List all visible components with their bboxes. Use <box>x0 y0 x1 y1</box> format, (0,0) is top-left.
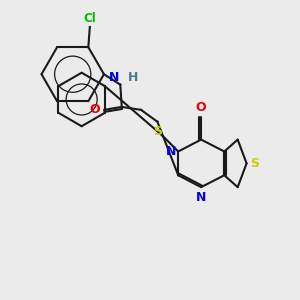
Text: O: O <box>196 101 206 114</box>
Text: S: S <box>153 125 162 138</box>
Text: Cl: Cl <box>83 13 96 26</box>
Text: N: N <box>196 191 206 204</box>
Text: O: O <box>90 103 101 116</box>
Text: S: S <box>250 157 259 170</box>
Text: N: N <box>167 145 177 158</box>
Text: H: H <box>128 71 138 84</box>
Text: N: N <box>109 71 120 84</box>
